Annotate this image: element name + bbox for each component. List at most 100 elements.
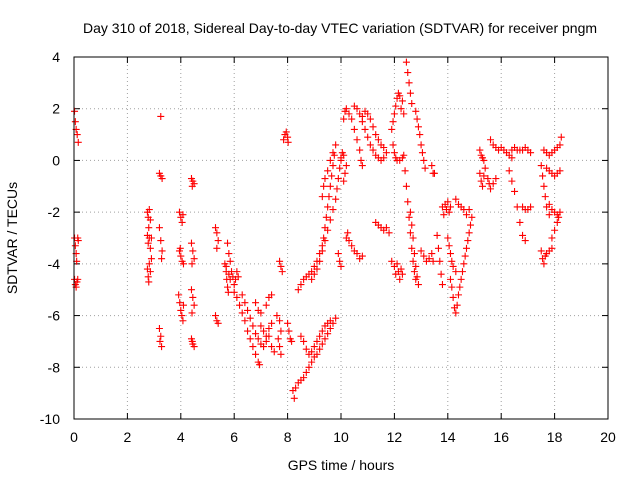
data-point [333, 185, 341, 193]
data-point [262, 332, 270, 340]
data-point [358, 252, 366, 260]
data-point [187, 239, 195, 247]
data-point [398, 270, 406, 278]
data-point [332, 314, 340, 322]
data-point [273, 312, 281, 320]
data-point [318, 327, 326, 335]
data-point [390, 149, 398, 157]
data-point [537, 162, 545, 170]
data-point [380, 144, 388, 151]
data-point [329, 206, 337, 214]
data-point [541, 193, 549, 201]
data-point [374, 136, 382, 144]
data-point [464, 237, 472, 245]
data-point [556, 141, 564, 149]
data-point [158, 247, 166, 255]
data-point [539, 172, 547, 180]
data-point [324, 167, 332, 175]
data-point [145, 278, 153, 286]
data-point [268, 319, 276, 327]
data-point [414, 123, 422, 131]
data-point [308, 275, 316, 283]
data-point [489, 180, 497, 188]
data-point [144, 239, 152, 247]
data-point [545, 200, 553, 208]
data-point [412, 262, 420, 270]
data-point [466, 221, 474, 229]
data-point [155, 325, 163, 332]
data-point [326, 182, 334, 190]
data-point [179, 301, 187, 309]
data-point [188, 260, 196, 268]
data-point [190, 301, 198, 309]
data-point [429, 257, 437, 265]
data-point [332, 195, 340, 203]
data-point [252, 350, 260, 358]
data-point [433, 231, 441, 239]
data-point [405, 213, 413, 221]
data-point [244, 327, 252, 335]
data-point [177, 306, 185, 314]
data-point [158, 343, 166, 351]
data-point [527, 149, 535, 157]
data-point [353, 136, 361, 144]
data-point [516, 218, 524, 226]
data-point [452, 195, 460, 203]
data-point [146, 268, 154, 276]
data-point [409, 234, 417, 242]
data-point [369, 146, 377, 154]
data-point [366, 141, 374, 149]
data-point [334, 250, 342, 258]
data-point [177, 252, 185, 260]
data-point [345, 237, 353, 245]
data-point [71, 118, 79, 126]
data-point [268, 343, 276, 351]
data-point [445, 242, 453, 250]
data-point [468, 213, 476, 221]
data-point [400, 110, 408, 118]
data-point [157, 112, 165, 120]
data-point [175, 291, 183, 299]
data-point [145, 224, 153, 232]
data-point [454, 291, 462, 299]
data-point [480, 156, 488, 164]
data-point [366, 115, 374, 123]
data-point [224, 239, 232, 247]
data-point [260, 327, 268, 335]
data-point [305, 363, 313, 371]
data-point [270, 348, 278, 356]
data-point [276, 343, 284, 351]
x-axis-label: GPS time / hours [288, 457, 395, 473]
data-point [241, 299, 249, 307]
data-point [358, 112, 366, 120]
data-point [519, 231, 527, 239]
data-point [277, 327, 285, 335]
data-point [385, 229, 393, 237]
data-point [324, 203, 332, 211]
data-point [388, 257, 396, 265]
data-point [430, 169, 438, 177]
data-point [316, 257, 324, 265]
data-point [540, 182, 548, 190]
data-point [178, 312, 186, 320]
data-point [302, 345, 310, 353]
x-tick-label: 18 [547, 429, 563, 445]
data-points [71, 58, 565, 402]
data-point [505, 167, 513, 175]
data-point [417, 247, 425, 255]
data-point [462, 211, 470, 219]
data-point [511, 187, 519, 195]
data-point [190, 343, 198, 351]
data-point [322, 213, 330, 221]
data-point [256, 361, 264, 369]
x-tick-labels: 0 2 4 6 8 10 12 14 16 18 20 [70, 429, 616, 445]
data-point [465, 229, 473, 237]
data-point [246, 335, 254, 343]
data-point [337, 156, 345, 164]
data-point [147, 255, 155, 263]
data-point [284, 319, 292, 327]
data-point [461, 252, 469, 260]
data-point [321, 237, 329, 245]
data-point [316, 345, 324, 353]
data-point [71, 242, 79, 250]
